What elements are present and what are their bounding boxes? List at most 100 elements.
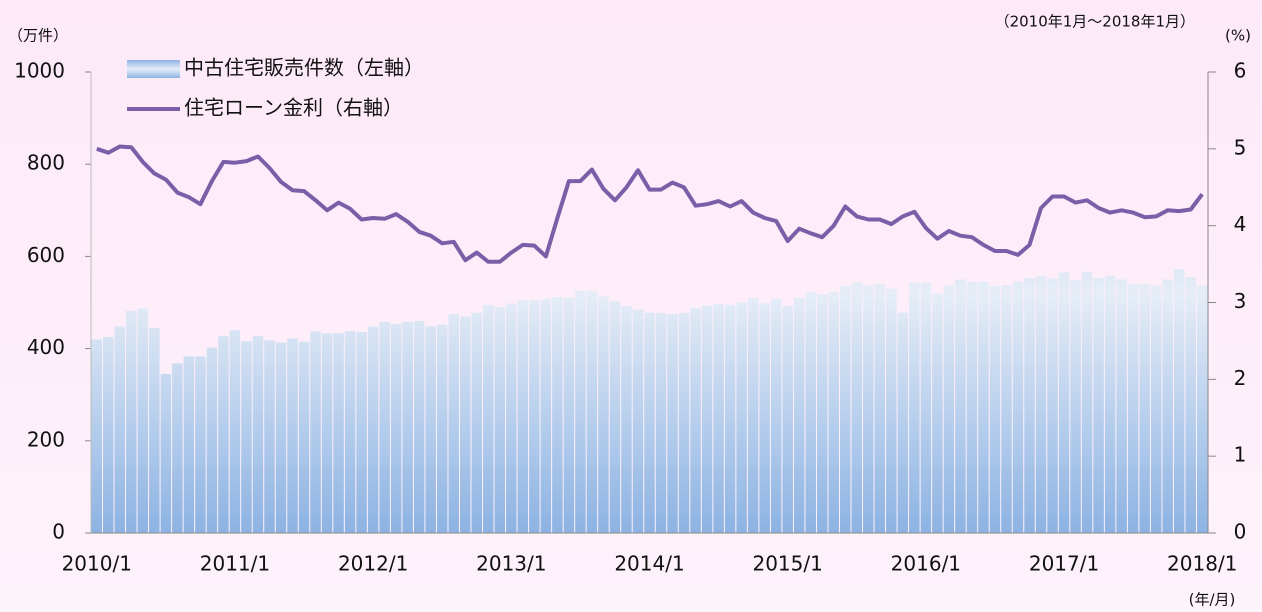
subtitle: （2010年1月～2018年1月） <box>995 13 1195 31</box>
bar <box>966 281 978 533</box>
bar <box>943 285 955 533</box>
y2-axis-label: (%) <box>1225 27 1251 45</box>
bar <box>390 324 402 533</box>
bar <box>126 310 137 533</box>
legend-swatch <box>127 60 180 78</box>
bar <box>356 332 367 533</box>
bar <box>621 306 632 533</box>
bar <box>770 298 782 533</box>
bar <box>874 284 886 533</box>
bar <box>1047 278 1058 533</box>
bar <box>932 293 943 533</box>
bar <box>241 341 252 533</box>
bar <box>494 307 506 533</box>
bar <box>517 300 529 533</box>
x-tick-label: 2014/1 <box>614 552 684 576</box>
bar <box>206 347 218 533</box>
bar <box>402 321 413 533</box>
bar <box>1127 284 1139 533</box>
bar <box>183 356 195 533</box>
bar <box>1035 276 1047 533</box>
bar <box>667 314 678 533</box>
bar <box>1116 279 1127 533</box>
y-tick-label: 1000 <box>14 59 65 83</box>
bar <box>91 339 103 533</box>
bar <box>540 299 552 533</box>
bar <box>448 314 459 533</box>
bar <box>1081 271 1093 533</box>
bar <box>759 303 770 533</box>
bar <box>747 297 759 533</box>
bar <box>367 326 379 533</box>
bar <box>1139 284 1150 533</box>
y-tick-label: 600 <box>27 243 65 267</box>
bar <box>506 303 517 533</box>
bar <box>586 290 598 533</box>
bar <box>310 331 321 533</box>
bar <box>195 356 206 533</box>
bar <box>598 296 609 533</box>
bar <box>1196 285 1208 533</box>
line <box>96 144 1204 264</box>
bar <box>1173 269 1185 533</box>
bar <box>1001 284 1012 533</box>
bar <box>1185 277 1196 533</box>
bar <box>287 338 298 533</box>
bar <box>863 285 874 533</box>
x-tick-label: 2018/1 <box>1167 552 1237 576</box>
bar <box>609 301 621 533</box>
bar <box>1024 278 1035 533</box>
x-tick-label: 2016/1 <box>891 552 961 576</box>
y-tick-label: 0 <box>52 520 65 544</box>
bar <box>851 282 863 533</box>
bar <box>218 336 229 533</box>
bar <box>552 296 563 533</box>
bar <box>978 281 989 533</box>
bar <box>1012 281 1024 533</box>
bar <box>909 282 920 533</box>
bar <box>103 337 114 533</box>
bar <box>436 324 448 533</box>
bar <box>793 297 805 533</box>
bar <box>736 302 747 533</box>
bar <box>886 288 897 533</box>
bar <box>483 304 494 533</box>
bar <box>816 294 828 533</box>
bar <box>137 308 149 533</box>
bar <box>1150 285 1162 533</box>
bar <box>690 308 701 533</box>
bar <box>172 363 183 533</box>
bar <box>333 333 344 533</box>
bar <box>632 309 644 533</box>
bar <box>379 321 390 533</box>
bar <box>575 290 586 533</box>
bar <box>713 303 724 533</box>
bar <box>229 330 241 533</box>
y2-tick-label: 5 <box>1234 135 1247 159</box>
bar <box>840 286 851 533</box>
bar <box>1058 272 1070 533</box>
bar <box>828 291 840 533</box>
bar <box>114 326 126 533</box>
y-tick-label: 200 <box>27 427 65 451</box>
y-axis-label: （万件） <box>8 27 68 45</box>
bar <box>471 312 483 533</box>
x-axis-label: (年/月) <box>1189 591 1236 609</box>
bar <box>413 320 425 533</box>
y2-tick-label: 1 <box>1234 443 1247 467</box>
bar <box>955 279 966 533</box>
y2-tick-label: 0 <box>1234 520 1247 544</box>
x-tick-label: 2012/1 <box>338 552 408 576</box>
bar <box>701 305 713 533</box>
bar <box>160 373 172 533</box>
bar <box>989 286 1001 533</box>
legend-label: 住宅ローン金利（右軸） <box>184 96 403 120</box>
bar <box>298 341 310 533</box>
bar <box>897 312 909 533</box>
bar <box>529 300 540 533</box>
bar <box>1162 279 1173 533</box>
bar <box>252 336 264 533</box>
bar <box>563 297 575 533</box>
x-tick-label: 2010/1 <box>62 552 132 576</box>
